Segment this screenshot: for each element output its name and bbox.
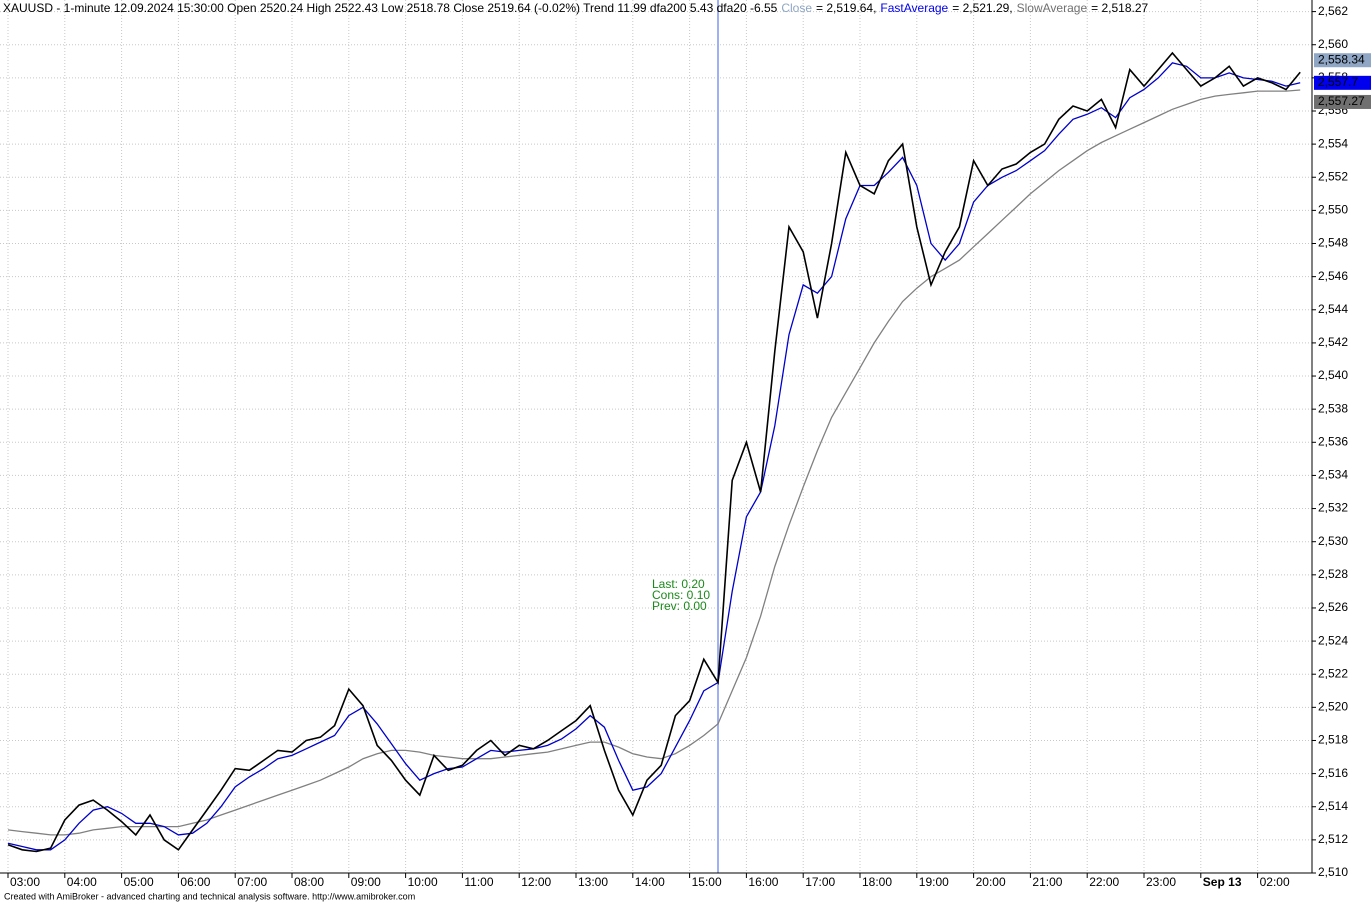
legend-name: SlowAverage — [1017, 1, 1088, 15]
chart-title: XAUUSD - 1-minute 12.09.2024 15:30:00 Op… — [3, 1, 778, 15]
x-tick-label: 22:00 — [1089, 875, 1119, 889]
legend-value: = 2,519.64, — [816, 1, 876, 15]
y-tick-label: 2,524 — [1318, 633, 1348, 647]
x-tick-label: 06:00 — [180, 875, 210, 889]
y-tick-label: 2,522 — [1318, 666, 1348, 680]
last-value-box — [1314, 53, 1371, 68]
x-tick-label: 19:00 — [919, 875, 949, 889]
x-tick-label: 07:00 — [237, 875, 267, 889]
y-tick-label: 2,530 — [1318, 534, 1348, 548]
y-tick-label: 2,548 — [1318, 236, 1348, 250]
x-tick-label: 18:00 — [862, 875, 892, 889]
x-tick-label: 12:00 — [521, 875, 551, 889]
y-tick-label: 2,552 — [1318, 169, 1348, 183]
annotation: Last: 0.20 — [652, 577, 705, 591]
footer: Created with AmiBroker - advanced charti… — [4, 891, 415, 901]
last-value-label: 2,558.34 — [1318, 52, 1365, 66]
x-tick-label: 16:00 — [748, 875, 778, 889]
y-tick-label: 2,516 — [1318, 766, 1348, 780]
x-tick-label: 05:00 — [124, 875, 154, 889]
x-tick-label: 13:00 — [578, 875, 608, 889]
x-tick-label: 10:00 — [408, 875, 438, 889]
y-tick-label: 2,562 — [1318, 4, 1348, 18]
y-tick-label: 2,520 — [1318, 700, 1348, 714]
x-tick-label: 08:00 — [294, 875, 324, 889]
x-tick-label: 09:00 — [351, 875, 381, 889]
y-tick-label: 2,554 — [1318, 136, 1348, 150]
x-tick-label: 11:00 — [464, 875, 493, 889]
series-line — [7, 62, 1301, 851]
x-tick-label: 02:00 — [1260, 875, 1290, 889]
y-tick-label: 2,560 — [1318, 37, 1348, 51]
y-tick-label: 2,532 — [1318, 501, 1348, 515]
legend-name: FastAverage — [880, 1, 948, 15]
legend-name: Close — [781, 1, 812, 15]
y-tick-label: 2,550 — [1318, 203, 1348, 217]
annotation: Cons: 0.10 — [652, 588, 710, 602]
x-tick-label: 21:00 — [1032, 875, 1062, 889]
legend-value: = 2,521.29, — [952, 1, 1012, 15]
y-tick-label: 2,540 — [1318, 368, 1348, 382]
x-tick-label: 03:00 — [10, 875, 40, 889]
y-tick-label: 2,518 — [1318, 733, 1348, 747]
y-tick-label: 2,528 — [1318, 567, 1348, 581]
annotation: Prev: 0.00 — [652, 599, 707, 613]
last-value-box — [1314, 94, 1371, 109]
x-tick-label: 14:00 — [635, 875, 665, 889]
legend-value: = 2,518.27 — [1091, 1, 1148, 15]
x-tick-label: 17:00 — [805, 875, 835, 889]
y-tick-label: 2,514 — [1318, 799, 1348, 813]
y-tick-label: 2,512 — [1318, 832, 1348, 846]
y-tick-label: 2,544 — [1318, 302, 1348, 316]
last-value-label: 2,557.27 — [1318, 94, 1365, 108]
plot — [7, 0, 1301, 873]
title-line: XAUUSD - 1-minute 12.09.2024 15:30:00 Op… — [3, 1, 1149, 15]
y-tick-label: 2,542 — [1318, 335, 1348, 349]
y-tick-label: 2,536 — [1318, 434, 1348, 448]
y-tick-label: 2,534 — [1318, 468, 1348, 482]
series-line — [7, 89, 1301, 836]
y-tick-label: 2,510 — [1318, 865, 1348, 879]
x-tick-label: 20:00 — [976, 875, 1006, 889]
y-tick-label: 2,538 — [1318, 401, 1348, 415]
x-tick-label: Sep 13 — [1203, 875, 1242, 889]
last-value-box — [1314, 75, 1371, 90]
x-tick-label: 04:00 — [67, 875, 97, 889]
series-line — [7, 51, 1301, 853]
last-value-label: 2,557.7 — [1318, 75, 1358, 89]
y-tick-label: 2,526 — [1318, 600, 1348, 614]
x-tick-label: 23:00 — [1146, 875, 1176, 889]
x-tick-label: 15:00 — [692, 875, 722, 889]
y-tick-label: 2,546 — [1318, 269, 1348, 283]
